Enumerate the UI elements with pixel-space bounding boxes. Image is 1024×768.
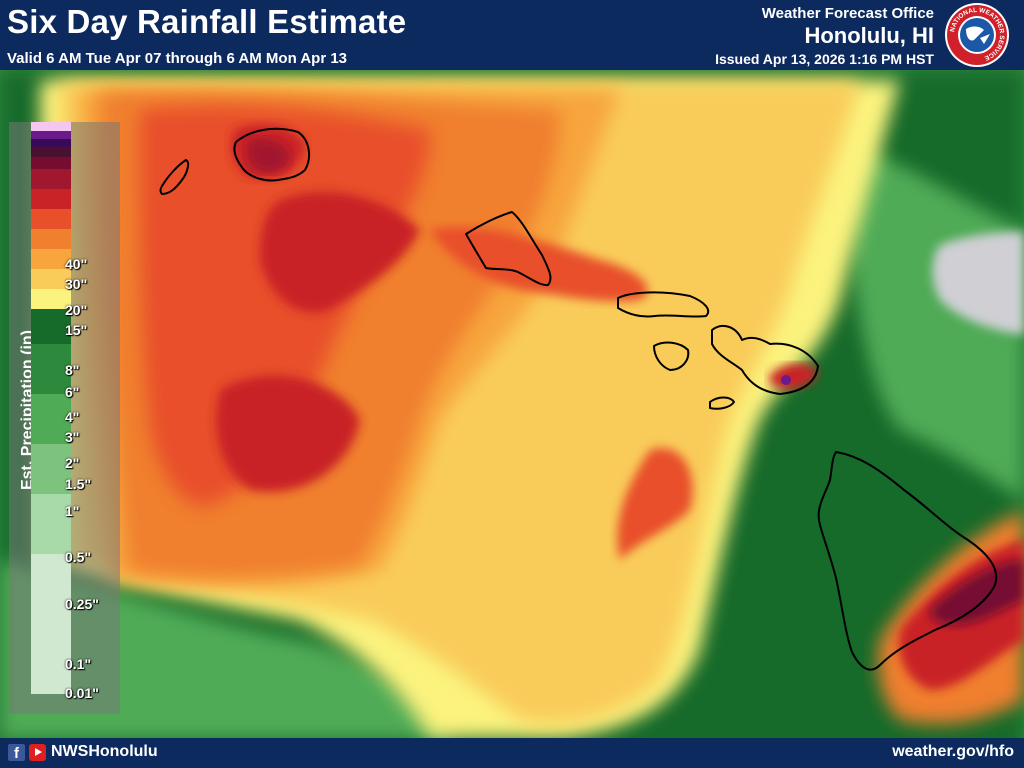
precip-6in-zone [617,448,693,560]
precip-hawaii-east-core [930,560,1024,625]
precip-15in-zone [247,138,290,173]
legend-label: 4" [65,409,80,425]
island-oahu-outline [465,211,552,287]
precip-maui-max [781,375,791,385]
legend-label: 1.5" [65,476,92,492]
legend-label: 6" [65,384,80,400]
island-lanai-outline [653,341,690,371]
precip-8in-zone [260,191,420,313]
island-niihau-outline [159,159,190,195]
legend-swatch [31,344,71,394]
legend-swatch [31,249,71,269]
website-link[interactable]: weather.gov/hfo [892,743,1014,760]
precip-8in-zone [216,375,360,492]
footer-bar: f NWSHonolulu weather.gov/hfo [0,738,1024,768]
legend-swatch [31,289,71,309]
island-outlines [159,127,998,671]
island-maui-outline [711,324,819,395]
social-handle[interactable]: NWSHonolulu [51,743,158,760]
legend-label: 2" [65,455,80,471]
island-hawaii-outline [817,451,998,671]
valid-period: Valid 6 AM Tue Apr 07 through 6 AM Mon A… [7,50,348,67]
map-title: Six Day Rainfall Estimate [7,3,407,40]
legend-label: 3" [65,429,80,445]
cloud-mask [932,231,1024,335]
precip-6in-zone [430,227,648,302]
legend-swatch [31,209,71,229]
issued-time: Issued Apr 13, 2026 1:16 PM HST [715,51,934,67]
legend-swatch [31,554,71,694]
facebook-icon[interactable]: f [8,744,25,762]
legend-label: 0.25" [65,596,99,612]
legend-swatch [31,444,71,494]
legend-label: 0.5" [65,549,92,565]
precip-legend: Est. Precipitation (in) 0.01" 0.1" 0.25" 0.… [9,122,120,714]
island-kahoolawe-outline [709,396,735,410]
precip-1in-zone [840,140,1024,500]
office-label: Weather Forecast Office [761,5,934,22]
legend-label: 30" [65,276,88,292]
legend-label: 1" [65,503,80,519]
legend-swatch [31,394,71,444]
office-name: Honolulu, HI [804,23,934,48]
legend-swatch [31,122,71,131]
legend-swatch [31,157,71,169]
legend-label: 15" [65,322,88,338]
legend-color-scale [31,122,71,694]
legend-swatch [31,147,71,157]
nws-logo-icon[interactable]: NATIONAL WEATHER SERVICE [944,2,1010,68]
island-molokai-outline [617,291,710,318]
legend-label: 40" [65,256,88,272]
legend-label: 0.01" [65,685,99,701]
youtube-icon[interactable] [29,744,46,761]
legend-swatch [31,309,71,344]
legend-swatch [31,131,71,139]
island-kauai-outline [233,127,311,182]
legend-swatch [31,189,71,209]
title-bar: Six Day Rainfall Estimate Valid 6 AM Tue… [0,0,1024,70]
legend-swatch [31,169,71,189]
legend-swatch [31,494,71,554]
legend-label: 20" [65,302,88,318]
precip-maui-peak [769,363,818,390]
legend-swatch [31,269,71,289]
legend-label: 0.1" [65,656,92,672]
legend-swatch [31,139,71,147]
legend-swatch [31,229,71,249]
legend-label: 8" [65,362,80,378]
